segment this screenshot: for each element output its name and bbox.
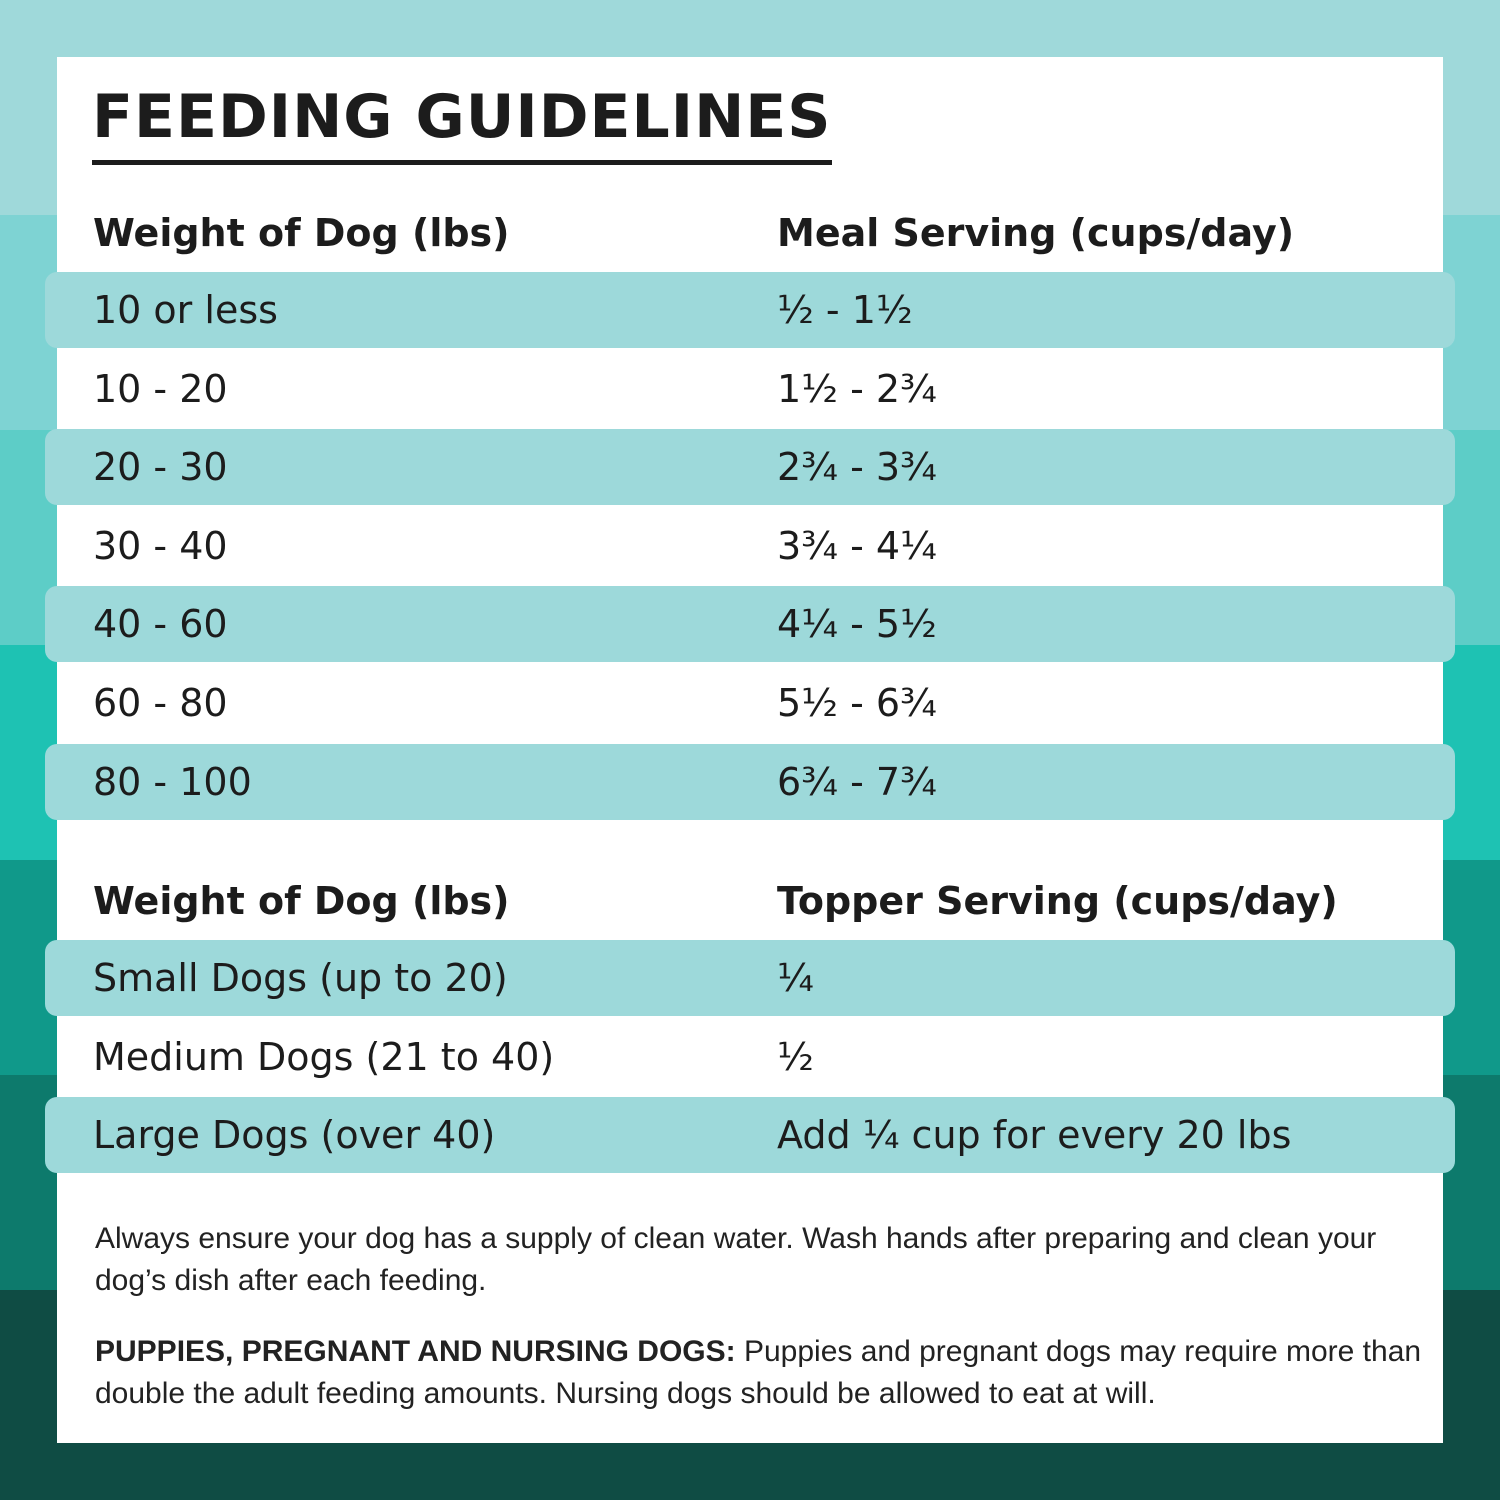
table-cell: ½ bbox=[777, 1034, 814, 1079]
puppies-label: PUPPIES, PREGNANT AND NURSING DOGS: bbox=[95, 1335, 736, 1368]
table-cell: 10 - 20 bbox=[93, 366, 228, 411]
table-cell: 60 - 80 bbox=[93, 681, 228, 725]
table-cell: ½ - 1½ bbox=[777, 288, 913, 332]
table-cell: 30 - 40 bbox=[93, 523, 228, 568]
puppies-note: PUPPIES, PREGNANT AND NURSING DOGS: Pupp… bbox=[95, 1331, 1425, 1415]
table-cell: 2¾ - 3¾ bbox=[777, 445, 937, 490]
table-cell: 4¼ - 5½ bbox=[777, 602, 937, 647]
table-cell: 6¾ - 7¾ bbox=[777, 759, 937, 804]
row-band bbox=[45, 743, 1455, 820]
column-header: Weight of Dog (lbs) bbox=[93, 879, 510, 923]
column-header: Meal Serving (cups/day) bbox=[777, 211, 1295, 255]
table-cell: Medium Dogs (21 to 40) bbox=[93, 1034, 555, 1079]
table-cell: 80 - 100 bbox=[93, 759, 252, 804]
title: FEEDING GUIDELINES bbox=[92, 82, 832, 165]
table-cell: 3¾ - 4¼ bbox=[777, 523, 937, 568]
table-cell: 40 - 60 bbox=[93, 602, 228, 647]
row-band bbox=[45, 1097, 1455, 1174]
row-band bbox=[45, 940, 1455, 1016]
row-band bbox=[45, 272, 1455, 348]
table-cell: Add ¼ cup for every 20 lbs bbox=[777, 1113, 1292, 1158]
table-cell: ¼ bbox=[777, 956, 814, 1000]
puppies-text: Puppies and pregnant dogs may require mo… bbox=[95, 1335, 1422, 1410]
table-cell: 1½ - 2¾ bbox=[777, 366, 937, 411]
table-cell: Large Dogs (over 40) bbox=[93, 1113, 496, 1158]
table-cell: 10 or less bbox=[93, 288, 278, 332]
table-cell: 5½ - 6¾ bbox=[777, 681, 937, 725]
row-band bbox=[45, 586, 1455, 663]
column-header: Weight of Dog (lbs) bbox=[93, 211, 510, 255]
table-cell: 20 - 30 bbox=[93, 445, 228, 490]
column-header: Topper Serving (cups/day) bbox=[777, 879, 1338, 923]
row-band bbox=[45, 429, 1455, 506]
table-cell: Small Dogs (up to 20) bbox=[93, 956, 508, 1000]
water-note: Always ensure your dog has a supply of c… bbox=[95, 1222, 1377, 1297]
